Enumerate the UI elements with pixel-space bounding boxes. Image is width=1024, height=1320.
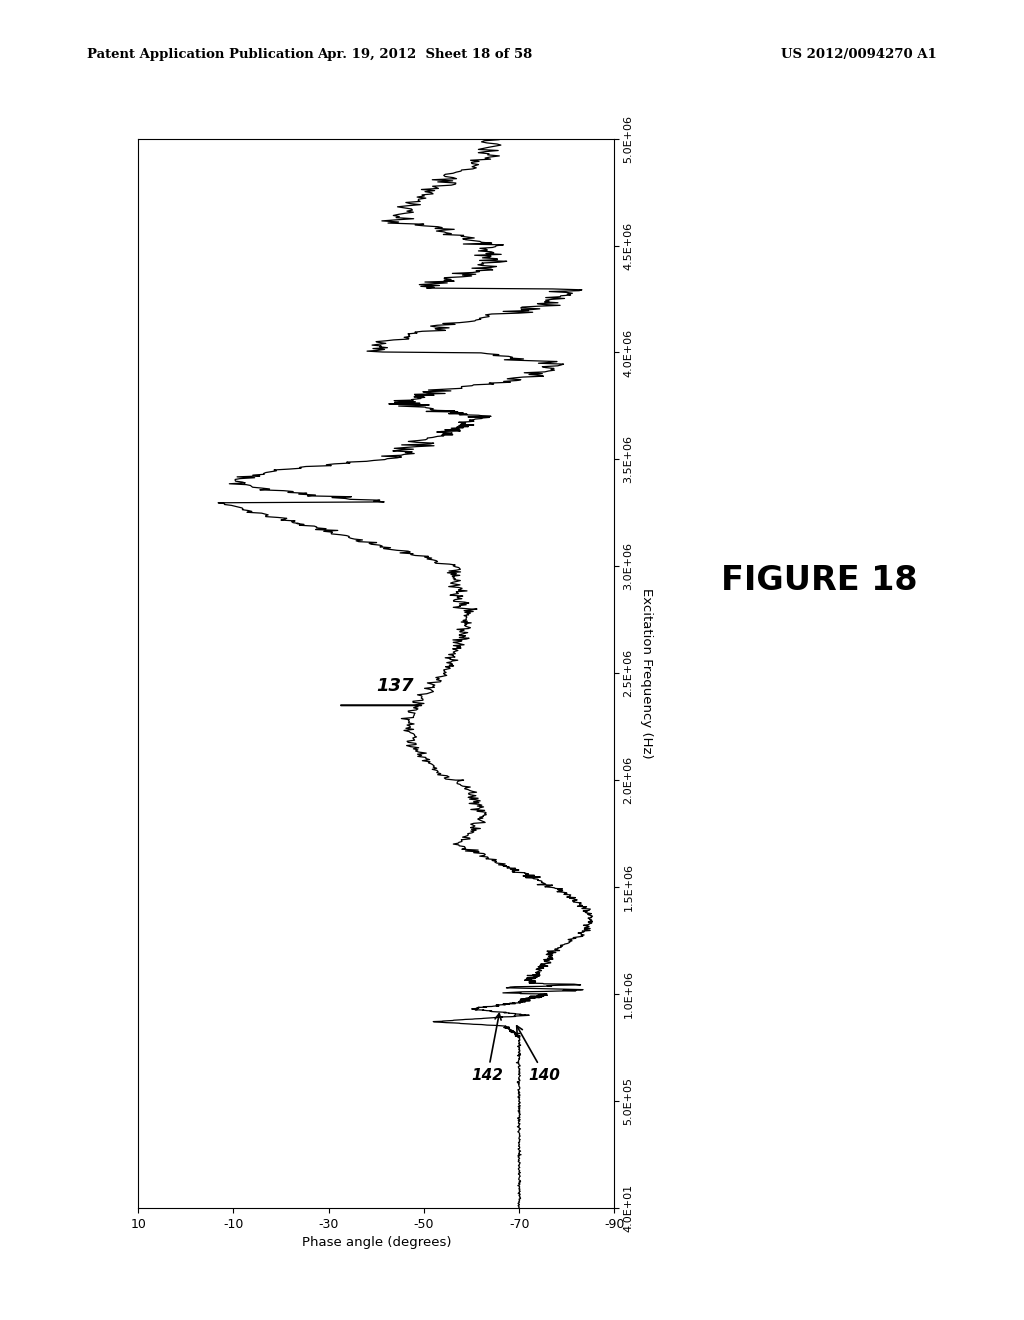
Text: 142: 142: [471, 1014, 504, 1082]
Text: Patent Application Publication: Patent Application Publication: [87, 48, 313, 61]
Text: 137: 137: [377, 677, 414, 694]
Text: FIGURE 18: FIGURE 18: [721, 565, 918, 597]
Text: 140: 140: [517, 1026, 560, 1082]
Text: US 2012/0094270 A1: US 2012/0094270 A1: [781, 48, 937, 61]
X-axis label: Phase angle (degrees): Phase angle (degrees): [302, 1236, 451, 1249]
Text: Apr. 19, 2012  Sheet 18 of 58: Apr. 19, 2012 Sheet 18 of 58: [317, 48, 532, 61]
Y-axis label: Excitation Frequency (Hz): Excitation Frequency (Hz): [640, 587, 653, 759]
